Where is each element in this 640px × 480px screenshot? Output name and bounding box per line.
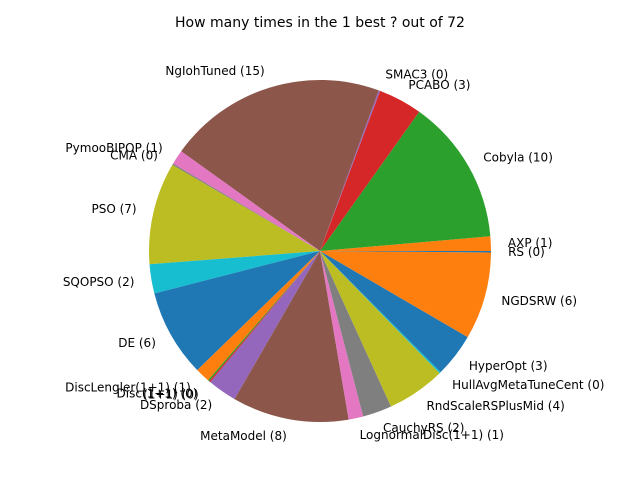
pie-label-dsproba-2: DSproba (2) <box>140 398 212 412</box>
pie-slice-1-1-0 <box>209 251 320 383</box>
pie-slice-lognormaldisc-1-1-1 <box>320 251 364 420</box>
pie-slice-ngiohtuned-15 <box>181 80 379 251</box>
pie-slice-axp-1 <box>320 236 491 251</box>
pie-label-1-1-0: (1+1) (0) <box>143 388 199 402</box>
pie-label-cobyla-10: Cobyla (10) <box>483 151 553 165</box>
pie-slice-cobyla-10 <box>320 111 491 252</box>
pie-slices <box>149 80 491 422</box>
pie-label-disc-1-1-0: Disc(1+1) (0) <box>117 387 198 401</box>
pie-slice-hyperopt-3 <box>320 251 468 373</box>
pie-labels: AXP (1) Cobyla (10) PCABO (3)SMAC3 (0) NgIo… <box>63 64 605 443</box>
pie-slice-pso-7 <box>149 164 320 265</box>
pie-label-de-6: DE (6) <box>118 336 156 350</box>
pie-label-rndscalersplusmid-4: RndScaleRSPlusMid (4) <box>426 399 564 413</box>
pie-label-sqopso-2: SQOPSO (2) <box>63 275 135 289</box>
pie-slice-sqopso-2 <box>149 251 320 294</box>
pie-slice-metamodel-8 <box>234 251 349 422</box>
pie-slice-smac3-0 <box>320 90 381 252</box>
pie-label-cauchyrs-2: CauchyRS (2) <box>383 421 464 435</box>
pie-slice-disclengler-1-1-1 <box>197 251 320 381</box>
pie-slice-de-6 <box>154 251 320 371</box>
pie-label-pcabo-3: PCABO (3) <box>408 78 470 92</box>
pie-label-hyperopt-3: HyperOpt (3) <box>469 359 548 373</box>
pie-label-cma-0: CMA (0) <box>110 149 158 163</box>
pie-slice-cma-0 <box>172 163 320 251</box>
chart-title: How many times in the 1 best ? out of 72 <box>175 15 465 31</box>
pie-slice-dsproba-2 <box>210 251 320 400</box>
pie-label-disclengler-1-1-1: DiscLengler(1+1) (1) <box>65 381 191 395</box>
pie-slice-pcabo-3 <box>320 90 420 251</box>
pie-slice-ngdsrw-6 <box>320 251 491 338</box>
pie-label-ngiohtuned-15: NgIohTuned (15) <box>165 64 264 78</box>
pie-slice-rndscalersplusmid-4 <box>320 251 440 407</box>
pie-slice-pymoobipop-1 <box>173 151 320 251</box>
pie-slice-disc-1-1-0 <box>208 251 320 382</box>
pie-label-hullavgmetatunecent-0: HullAvgMetaTuneCent (0) <box>452 378 604 392</box>
pie-label-pso-7: PSO (7) <box>92 202 137 216</box>
pie-label-ngdsrw-6: NGDSRW (6) <box>501 294 577 308</box>
pie-label-axp-1: AXP (1) <box>508 236 552 250</box>
pie-slice-cauchyrs-2 <box>320 251 392 417</box>
pie-label-rs-0: RS (0) <box>508 245 545 259</box>
pie-label-pymoobipop-1: PymooBIPOP (1) <box>65 141 162 155</box>
pie-slice-hullavgmetatunecent-0 <box>320 251 441 374</box>
pie-label-lognormaldisc-1-1-1: LognormalDisc(1+1) (1) <box>360 428 504 442</box>
pie-slice-rs-0 <box>320 251 491 253</box>
pie-label-smac3-0: SMAC3 (0) <box>385 68 448 82</box>
pie-label-metamodel-8: MetaModel (8) <box>200 429 287 443</box>
